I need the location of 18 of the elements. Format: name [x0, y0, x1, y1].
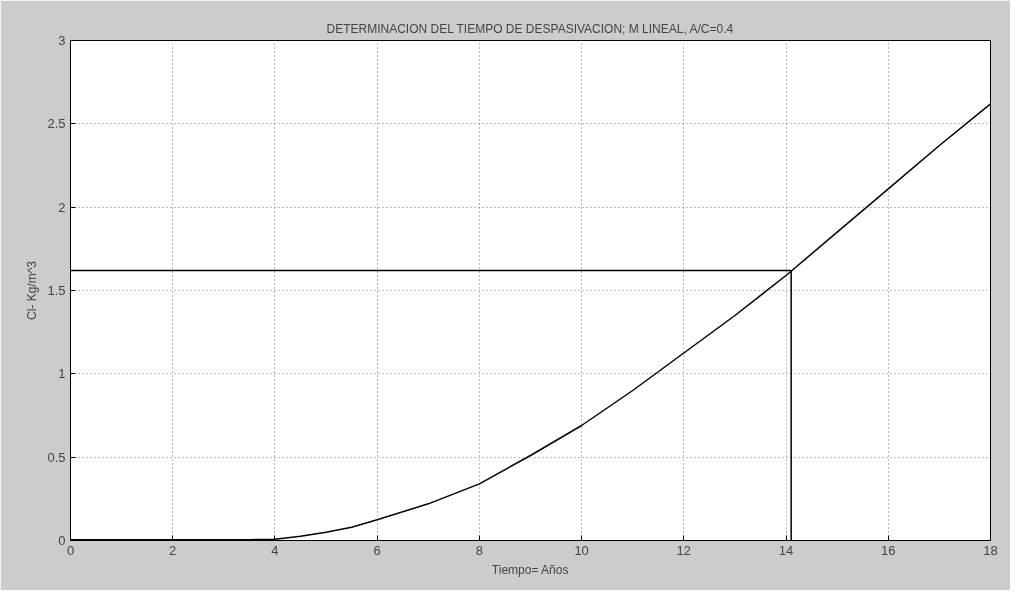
x-tick-label: 10: [574, 542, 589, 558]
x-tick-label: 8: [475, 542, 484, 558]
y-tick-label: 1.5: [47, 283, 66, 298]
x-tick-label: 6: [373, 542, 381, 558]
x-tick-label: 4: [271, 542, 279, 558]
y-tick-label: 3: [58, 33, 66, 48]
y-tick-label: 2: [58, 199, 66, 215]
x-tick-label: 18: [983, 542, 998, 558]
x-tick-label: 16: [881, 542, 896, 558]
x-axis-title: Tiempo= Años: [491, 562, 569, 577]
x-tick-label: 14: [778, 542, 794, 558]
x-tick-label: 12: [676, 542, 692, 558]
y-tick-label: 2.5: [47, 116, 66, 132]
y-tick-label: 1: [58, 366, 66, 382]
y-tick-label: 0.5: [47, 449, 66, 465]
y-axis-title: Cl- Kg/m^3: [25, 260, 40, 320]
chart-title: DETERMINACION DEL TIEMPO DE DESPASIVACION; M LINEAL, A/C=0.4: [326, 21, 734, 36]
x-tick-label: 2: [169, 542, 177, 558]
